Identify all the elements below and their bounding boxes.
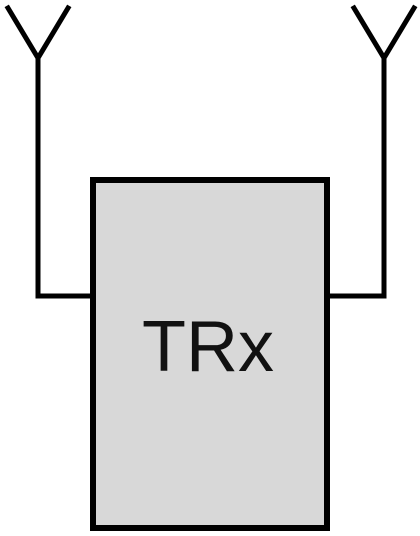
- transceiver-label: TRx: [142, 307, 274, 387]
- antenna-left-icon: [4, 4, 72, 299]
- antenna-right-icon: [350, 4, 418, 299]
- transceiver-box: [90, 177, 330, 531]
